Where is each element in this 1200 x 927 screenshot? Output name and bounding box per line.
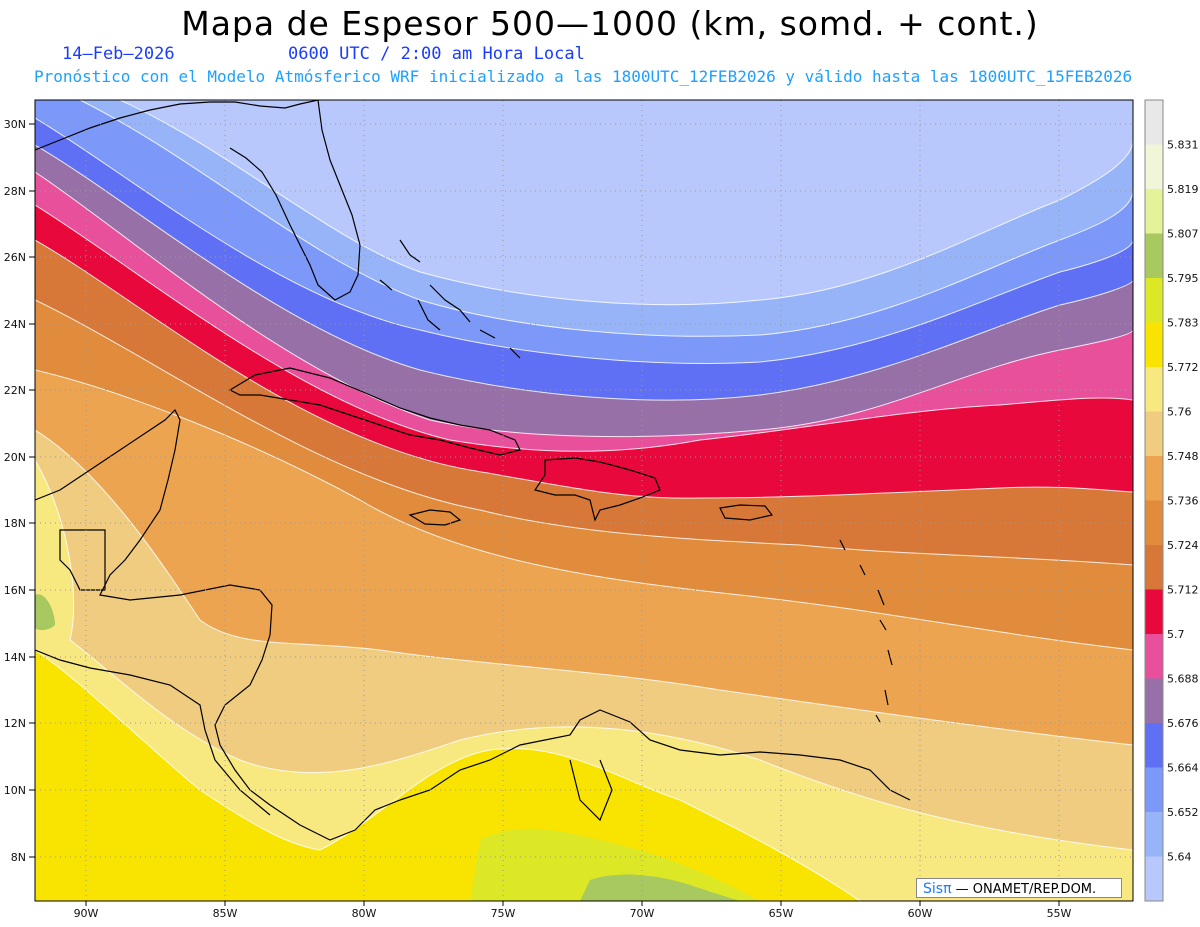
lat-label: 26N — [4, 251, 26, 264]
hispaniola — [534, 457, 661, 522]
lat-label: 10N — [4, 784, 26, 797]
lat-label: 14N — [4, 651, 26, 664]
map-title: Mapa de Espesor 500—1000 (km, somd. + co… — [181, 4, 1039, 43]
colorbar-label: 5.712 — [1167, 584, 1199, 597]
lon-label: 55W — [1047, 907, 1072, 920]
colorbar-label: 5.652 — [1167, 806, 1199, 819]
forecast-date: 14—Feb—2026 — [62, 44, 175, 64]
colorbar-swatch — [1145, 233, 1163, 279]
colorbar-swatch — [1145, 278, 1163, 323]
colorbar-swatch — [1145, 456, 1163, 501]
colorbar-label: 5.64 — [1167, 851, 1192, 864]
gulf-coast — [35, 101, 235, 151]
lon-label: 70W — [630, 907, 655, 920]
lat-label: 8N — [11, 851, 26, 864]
lat-label: 16N — [4, 584, 26, 597]
latitude-labels: 30N 28N 26N 24N 22N 20N 18N 16N 14N 12N … — [4, 118, 26, 864]
cuba — [228, 367, 521, 456]
thickness-shading — [35, 100, 1133, 901]
colorbar-label: 5.795 — [1167, 272, 1199, 285]
colorbar-swatch — [1145, 367, 1163, 412]
colorbar-swatch — [1145, 589, 1163, 635]
lat-label: 12N — [4, 717, 26, 730]
lon-label: 75W — [491, 907, 516, 920]
colorbar-swatch — [1145, 678, 1163, 724]
sispi-logo-text: Sisπ — [923, 881, 952, 897]
colorbar-swatch — [1145, 411, 1163, 457]
bahamas — [379, 239, 521, 359]
lat-label: 20N — [4, 451, 26, 464]
latitude-ticks — [29, 123, 35, 858]
credit-text: — ONAMET/REP.DOM. — [951, 882, 1097, 897]
colorbar-swatch — [1145, 144, 1163, 190]
colorbar-swatch — [1145, 634, 1163, 679]
lon-label: 65W — [769, 907, 794, 920]
forecast-description: Pronóstico con el Modelo Atmósferico WRF… — [34, 67, 1133, 86]
south-america-coast — [399, 709, 911, 822]
band-5.807-fill — [580, 874, 740, 901]
forecast-time: 0600 UTC / 2:00 am Hora Local — [288, 44, 585, 64]
colorbar-swatch — [1145, 545, 1163, 590]
jamaica — [408, 509, 462, 526]
colorbar-label: 5.736 — [1167, 495, 1199, 508]
lat-label: 22N — [4, 384, 26, 397]
colorbar-swatch — [1145, 856, 1163, 902]
florida-coast — [229, 100, 361, 301]
colorbar-label: 5.819 — [1167, 183, 1199, 196]
lon-label: 90W — [74, 907, 99, 920]
colorbar: 5.831 5.819 5.807 5.795 5.783 5.772 5.76 5.748 5… — [1144, 99, 1199, 902]
colorbar-label: 5.772 — [1167, 361, 1199, 374]
colorbar-label: 5.748 — [1167, 450, 1199, 463]
colorbar-swatch — [1145, 500, 1163, 546]
colorbar-labels: 5.831 5.819 5.807 5.795 5.783 5.772 5.76 5.748 5… — [1167, 139, 1199, 864]
colorbar-label: 5.676 — [1167, 717, 1199, 730]
colorbar-label: 5.807 — [1167, 228, 1199, 241]
map-frame — [34, 99, 1134, 902]
longitude-ticks — [85, 901, 1060, 906]
colorbar-label: 5.7 — [1167, 628, 1185, 641]
graticule — [35, 100, 1133, 901]
colorbar-swatch — [1145, 812, 1163, 857]
lat-label: 18N — [4, 517, 26, 530]
lat-label: 28N — [4, 185, 26, 198]
lon-label: 60W — [908, 907, 933, 920]
colorbar-label: 5.724 — [1167, 539, 1199, 552]
colorbar-swatch — [1145, 322, 1163, 368]
band-5.795-fill — [470, 828, 760, 901]
lon-label: 85W — [213, 907, 238, 920]
contour-lines — [35, 100, 1133, 901]
colorbar-swatch — [1145, 100, 1163, 145]
longitude-labels: 90W 85W 80W 75W 70W 65W 60W 55W — [74, 907, 1072, 920]
lat-label: 30N — [4, 118, 26, 131]
colorbar-label: 5.664 — [1167, 762, 1199, 775]
band-west-pacific-fill — [35, 594, 55, 631]
lat-label: 24N — [4, 318, 26, 331]
colorbar-swatch — [1145, 723, 1163, 768]
colorbar-label: 5.783 — [1167, 317, 1199, 330]
band-5.772-fill — [35, 460, 1133, 901]
colorbar-swatches — [1145, 100, 1163, 902]
colorbar-label: 5.76 — [1167, 406, 1192, 419]
lon-label: 80W — [352, 907, 377, 920]
colorbar-frame — [1144, 99, 1164, 902]
credit-box: Sisπ — ONAMET/REP.DOM. — [916, 878, 1122, 898]
colorbar-swatch — [1145, 767, 1163, 813]
puerto-rico — [719, 504, 774, 521]
band-5.783-fill — [35, 650, 860, 901]
colorbar-swatch — [1145, 189, 1163, 234]
colorbar-label: 5.831 — [1167, 139, 1199, 152]
colorbar-label: 5.688 — [1167, 673, 1199, 686]
